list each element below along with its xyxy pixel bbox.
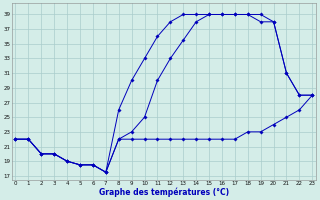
X-axis label: Graphe des températures (°C): Graphe des températures (°C) <box>99 187 229 197</box>
